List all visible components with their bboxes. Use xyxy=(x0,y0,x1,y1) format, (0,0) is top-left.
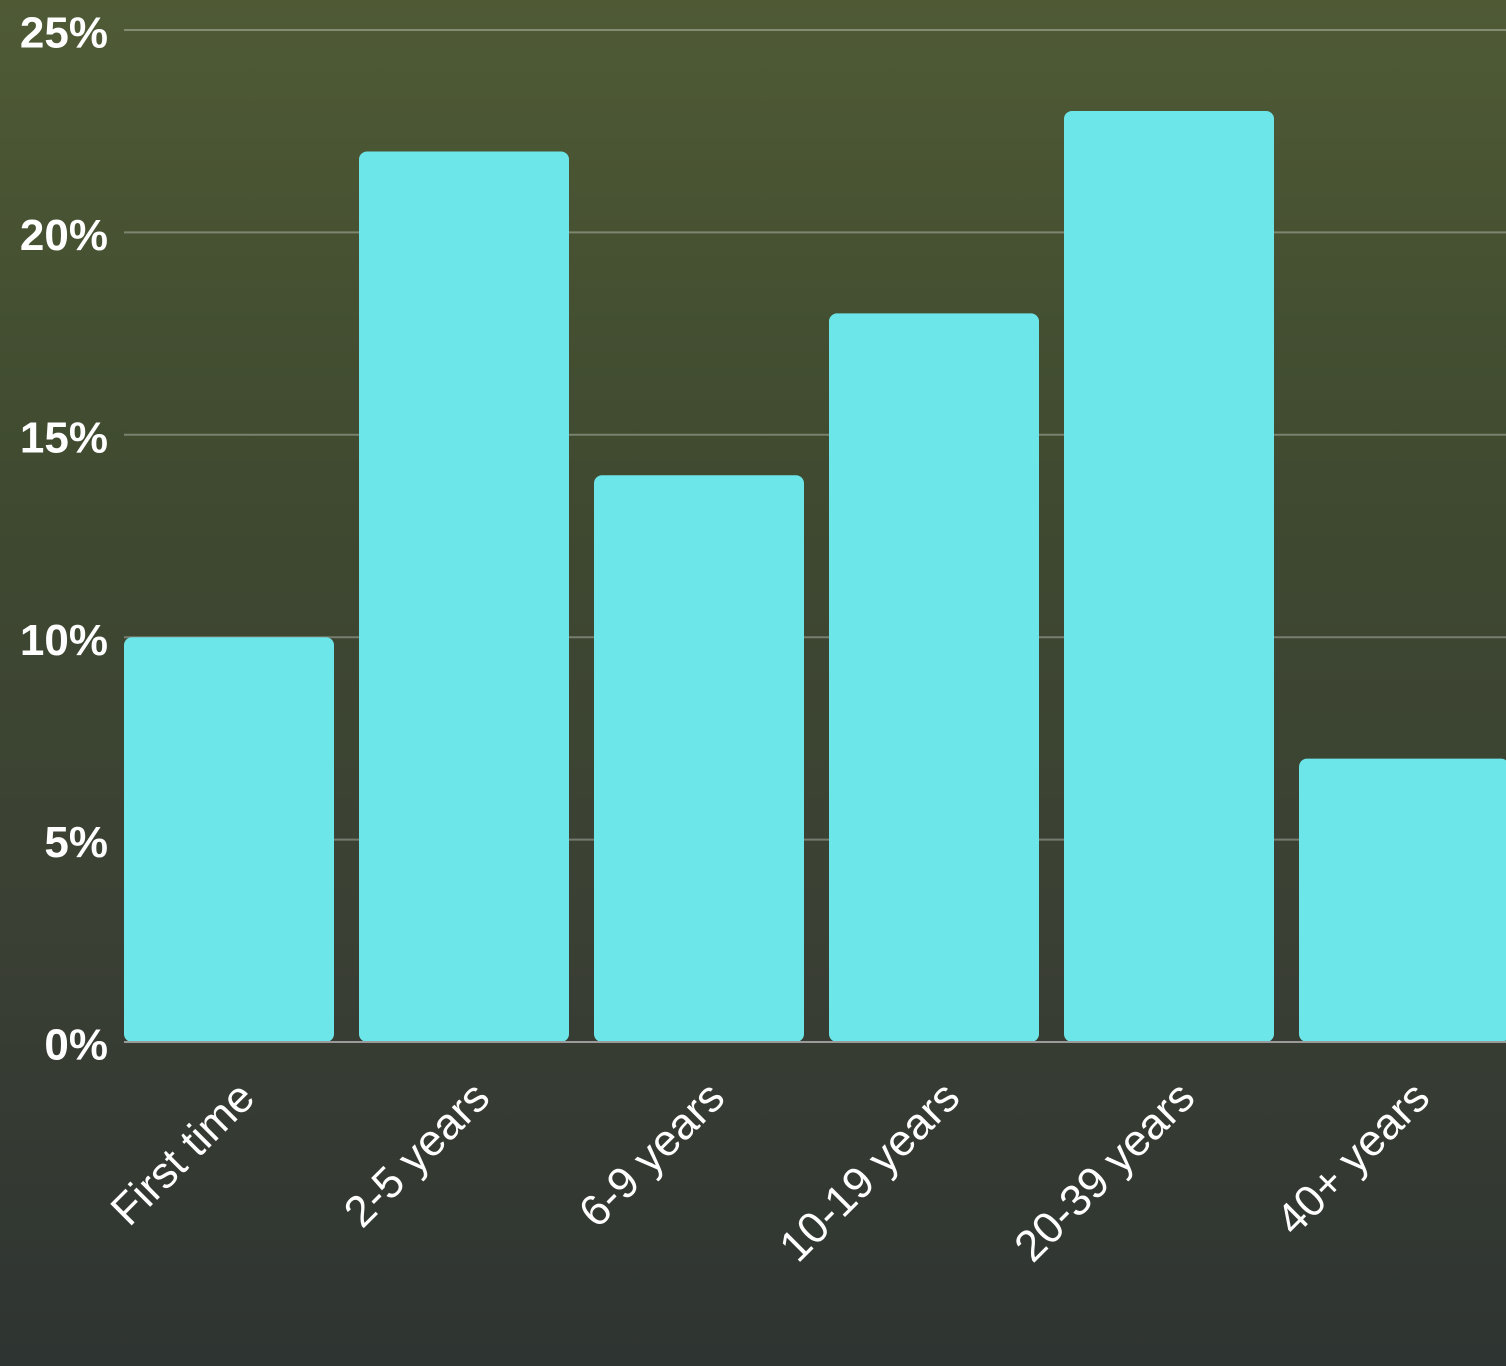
y-tick-label: 10% xyxy=(20,616,108,665)
bar xyxy=(594,475,804,1042)
bar xyxy=(1299,758,1506,1042)
y-tick-label: 15% xyxy=(20,413,108,462)
y-tick-label: 20% xyxy=(20,211,108,260)
bar xyxy=(124,637,334,1042)
bar xyxy=(829,313,1039,1042)
bar xyxy=(1064,110,1274,1042)
y-tick-label: 25% xyxy=(20,9,108,58)
bar xyxy=(359,151,569,1042)
y-tick-label: 5% xyxy=(44,818,108,867)
y-tick-label: 0% xyxy=(44,1021,108,1070)
